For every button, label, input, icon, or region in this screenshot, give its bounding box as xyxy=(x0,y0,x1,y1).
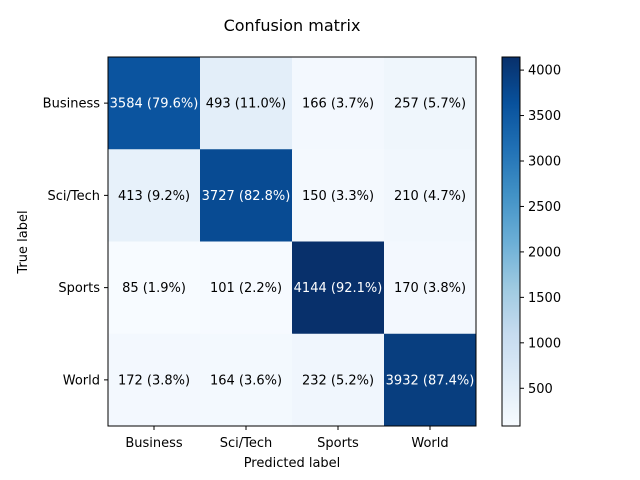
x-axis-ticks: Business Sci/Tech Sports World xyxy=(125,426,449,451)
cell-value-label: 3727 (82.8%) xyxy=(202,189,291,204)
y-tick-label: Sci/Tech xyxy=(47,189,100,204)
x-axis-label: Predicted label xyxy=(244,456,341,471)
colorbar-ticks: 500 1000 1500 2000 2500 3000 3500 4000 xyxy=(520,64,561,397)
x-tick-label: Sci/Tech xyxy=(220,436,273,451)
colorbar-tick-label: 1500 xyxy=(528,291,561,306)
cell-value-label: 170 (3.8%) xyxy=(394,281,466,296)
y-tick-label: Sports xyxy=(58,281,100,296)
colorbar-tick-label: 500 xyxy=(528,382,553,397)
heatmap-cell xyxy=(200,333,293,427)
heatmap-frame xyxy=(107,56,477,427)
cell-value-label: 3932 (87.4%) xyxy=(386,373,475,388)
heatmap-cells xyxy=(108,57,477,427)
cell-value-label: 232 (5.2%) xyxy=(302,373,374,388)
cell-value-label: 164 (3.6%) xyxy=(210,373,282,388)
heatmap-cell xyxy=(108,57,201,150)
chart-title: Confusion matrix xyxy=(224,16,361,35)
heatmap-cell-labels: 3584 (79.6%) 493 (11.0%) 166 (3.7%) 257 (5.… xyxy=(110,97,475,389)
y-axis-label: True label xyxy=(16,210,31,274)
heatmap-cell xyxy=(384,57,477,150)
cell-value-label: 493 (11.0%) xyxy=(206,97,286,112)
heatmap-cell xyxy=(108,149,201,242)
cell-value-label: 101 (2.2%) xyxy=(210,281,282,296)
colorbar-tick-label: 2500 xyxy=(528,200,561,215)
cell-value-label: 257 (5.7%) xyxy=(394,97,466,112)
heatmap-cell xyxy=(108,241,201,335)
x-tick-label: Business xyxy=(125,436,183,451)
x-tick-label: World xyxy=(411,436,448,451)
cell-value-label: 3584 (79.6%) xyxy=(110,97,199,112)
heatmap-cell xyxy=(292,241,385,335)
y-tick-label: Business xyxy=(43,97,101,112)
cell-value-label: 85 (1.9%) xyxy=(122,281,186,296)
y-axis-ticks: Business Sci/Tech Sports World xyxy=(43,97,108,388)
colorbar xyxy=(501,56,521,427)
heatmap-cell xyxy=(292,57,385,150)
heatmap-cell xyxy=(292,149,385,242)
cell-value-label: 210 (4.7%) xyxy=(394,189,466,204)
cell-value-label: 4144 (92.1%) xyxy=(294,281,383,296)
x-tick-label: Sports xyxy=(317,436,359,451)
heatmap-cell xyxy=(200,241,293,335)
heatmap-cell xyxy=(384,241,477,335)
colorbar-tick-label: 4000 xyxy=(528,64,561,79)
heatmap-cell xyxy=(200,149,293,242)
cell-value-label: 166 (3.7%) xyxy=(302,97,374,112)
heatmap-cell xyxy=(384,149,477,242)
colorbar-tick-label: 2000 xyxy=(528,245,561,260)
colorbar-tick-label: 1000 xyxy=(528,336,561,351)
colorbar-tick-label: 3500 xyxy=(528,109,561,124)
cell-value-label: 172 (3.8%) xyxy=(118,373,190,388)
heatmap-cell xyxy=(292,333,385,427)
heatmap-cell xyxy=(108,333,201,427)
cell-value-label: 413 (9.2%) xyxy=(118,189,190,204)
heatmap-cell xyxy=(200,57,293,150)
heatmap-cell xyxy=(384,333,477,427)
y-tick-label: World xyxy=(63,373,100,388)
cell-value-label: 150 (3.3%) xyxy=(302,189,374,204)
colorbar-tick-label: 3000 xyxy=(528,155,561,170)
